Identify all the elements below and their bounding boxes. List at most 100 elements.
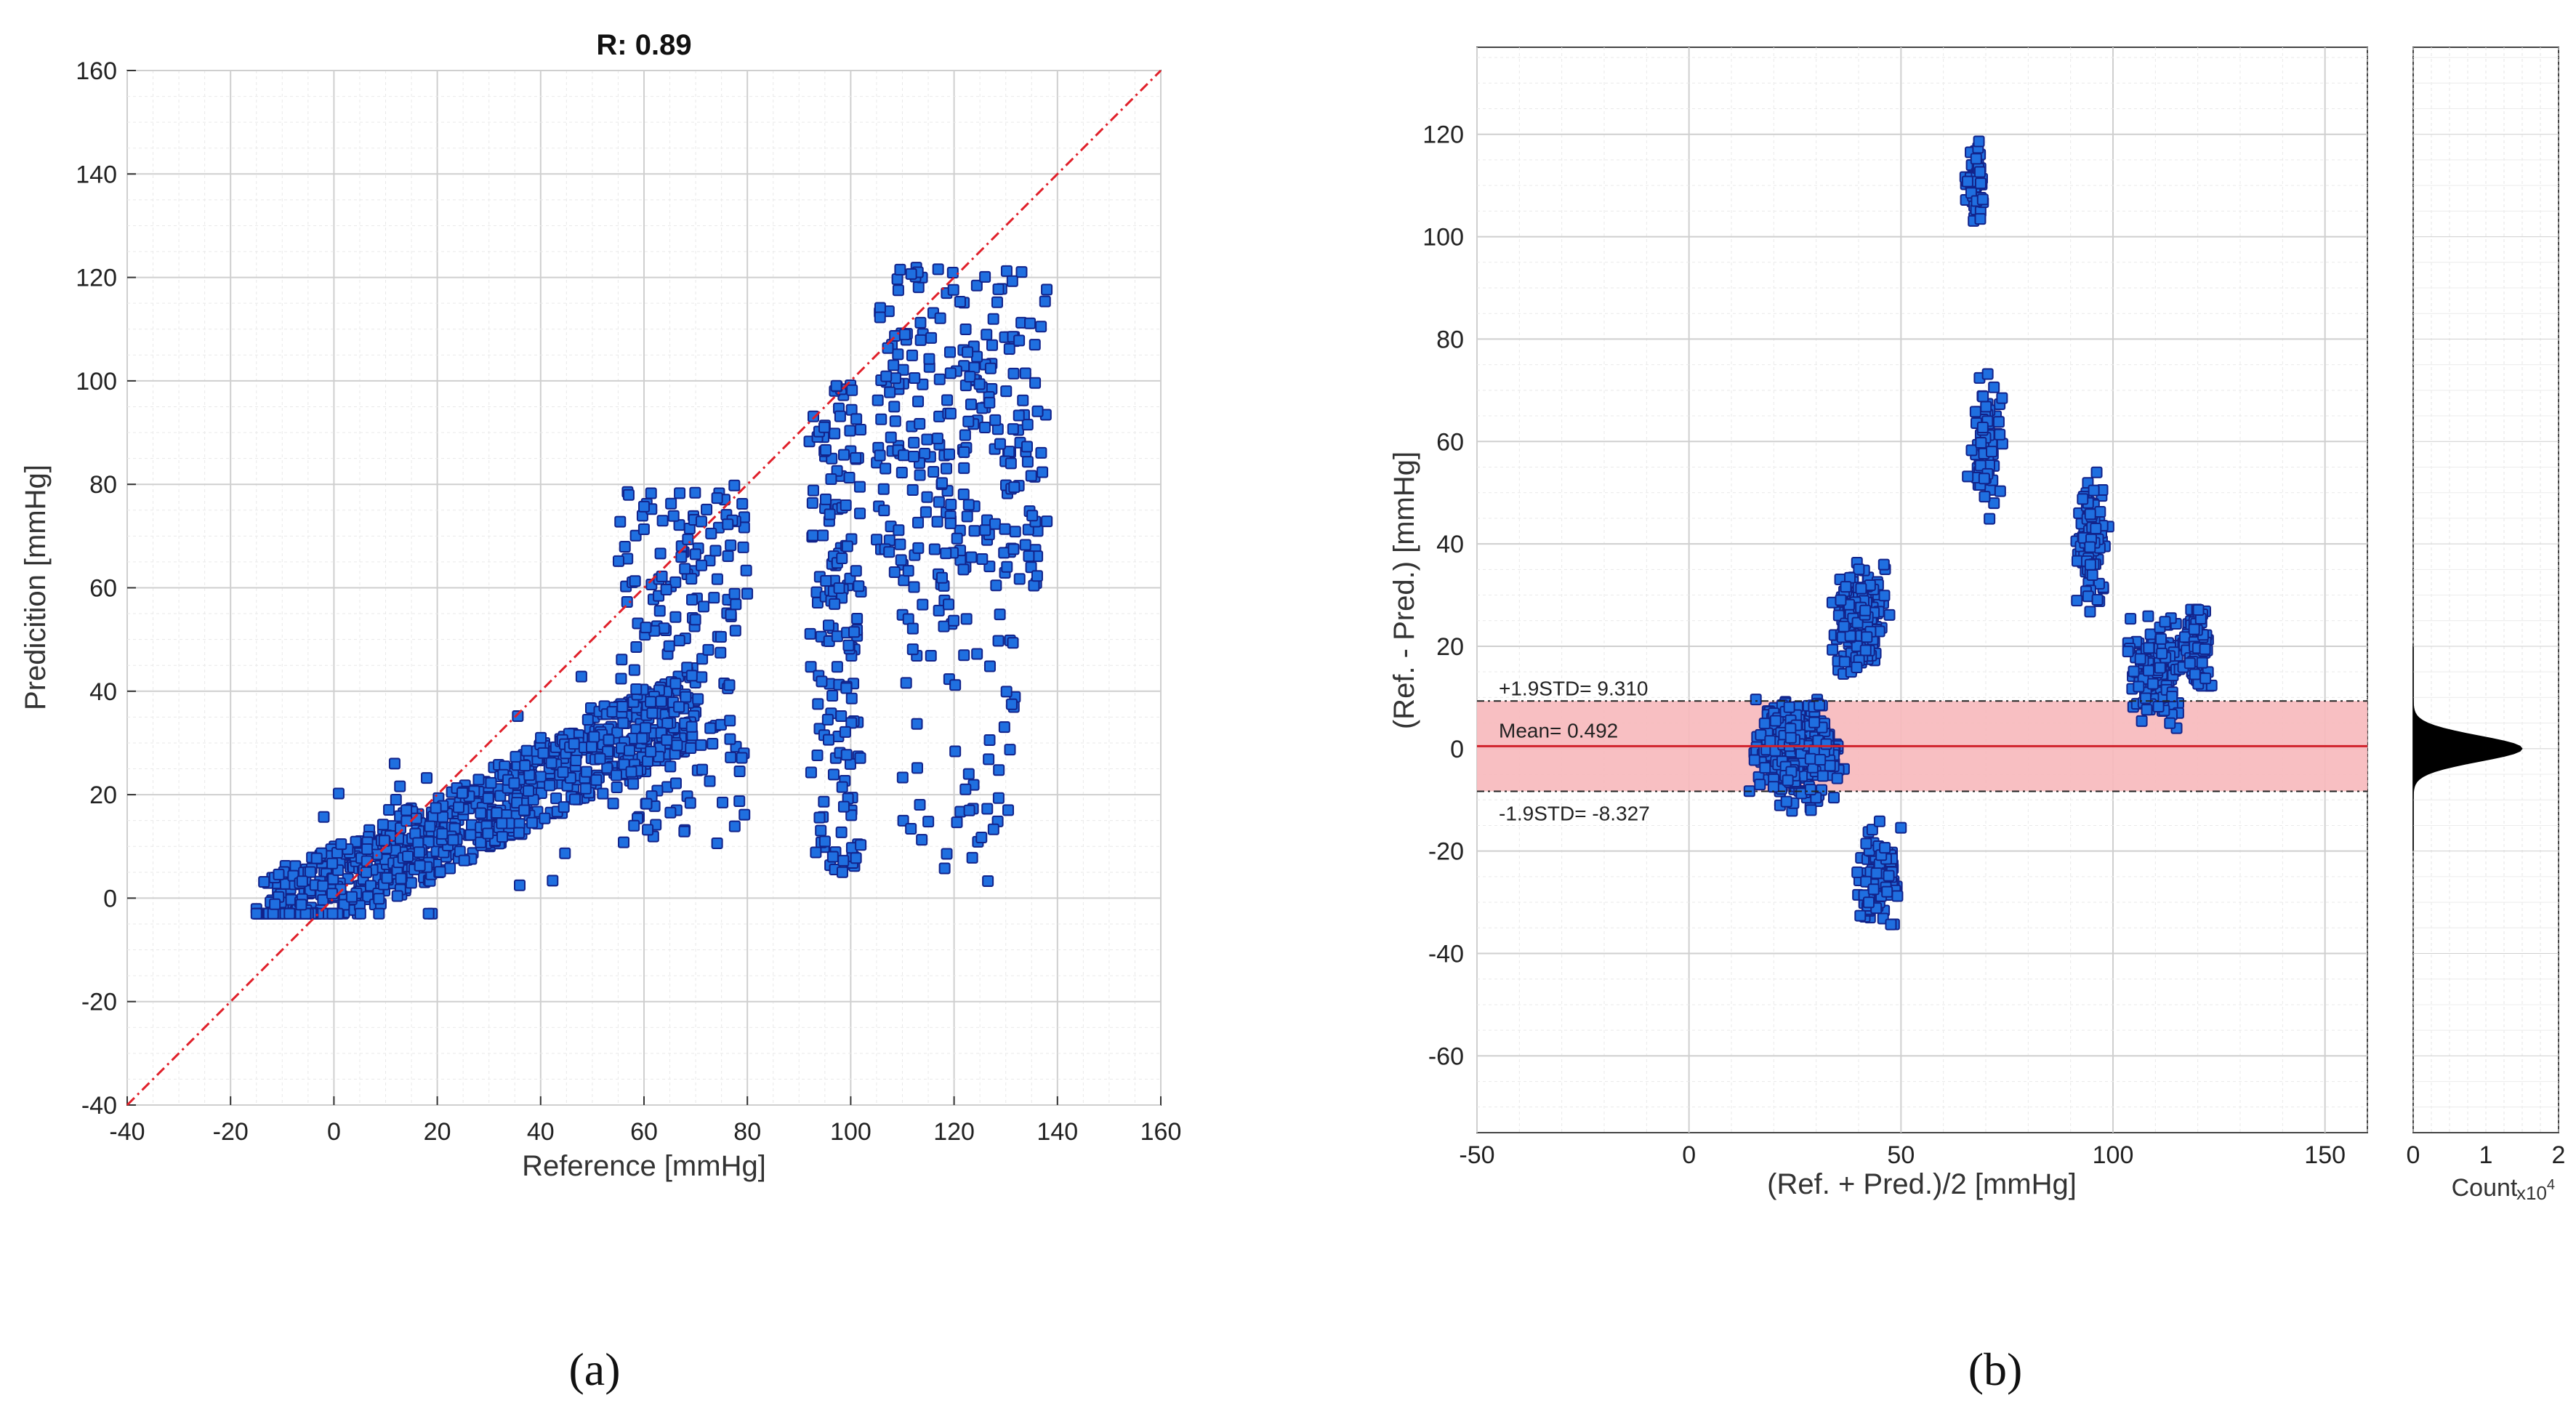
data-point	[2146, 678, 2159, 690]
data-point	[1000, 265, 1013, 277]
data-point	[1780, 795, 1792, 808]
data-point	[1969, 406, 1981, 418]
data-point	[335, 838, 347, 851]
data-point	[938, 862, 951, 875]
data-point	[851, 612, 864, 624]
data-point	[640, 722, 652, 734]
data-point	[373, 893, 385, 905]
data-point	[740, 564, 752, 577]
data-point	[401, 804, 413, 816]
data-point	[1019, 367, 1031, 379]
data-point	[815, 824, 827, 837]
data-point	[949, 745, 962, 758]
exponent-base: x10	[2516, 1182, 2547, 1204]
data-point	[965, 551, 978, 563]
data-point	[850, 452, 862, 465]
scatter-panel-a: -40 -20 0 20 40 60 80 100 120 140 160 -40 -20 0 20 40 60…	[20, 29, 1181, 1395]
data-point	[675, 551, 688, 563]
data-point	[1808, 716, 1821, 728]
data-point	[728, 479, 741, 491]
data-point	[1007, 543, 1020, 555]
data-point	[645, 696, 657, 708]
data-point	[1001, 561, 1013, 573]
data-point	[723, 679, 736, 691]
data-point	[1023, 550, 1035, 562]
data-point	[534, 771, 547, 783]
x-tick-label: 50	[1887, 1141, 1915, 1169]
data-point	[728, 587, 741, 600]
data-point	[1029, 377, 1042, 389]
data-point	[708, 592, 720, 604]
data-point	[696, 559, 708, 571]
data-point	[999, 523, 1011, 535]
data-point	[689, 548, 701, 561]
data-point	[1885, 918, 1897, 931]
data-point	[1973, 135, 1985, 148]
data-point	[738, 808, 751, 821]
data-point	[894, 538, 906, 550]
data-point	[978, 421, 991, 433]
data-point	[1804, 752, 1816, 765]
histogram-x-tick-label: 2	[2552, 1141, 2566, 1169]
data-point	[845, 692, 858, 704]
data-point	[819, 444, 832, 457]
data-point	[923, 353, 935, 365]
data-point	[2084, 558, 2096, 571]
data-point	[2077, 493, 2089, 505]
data-point	[1851, 866, 1864, 878]
data-point	[695, 515, 707, 528]
data-point	[627, 778, 640, 790]
data-point	[544, 779, 556, 792]
y-tick-label: 20	[89, 782, 117, 809]
data-point	[361, 843, 374, 855]
data-point	[2084, 606, 2096, 618]
data-point	[317, 893, 329, 906]
data-point	[695, 739, 707, 751]
data-point	[831, 630, 843, 643]
data-point	[663, 640, 675, 652]
chart-title-a: R: 0.89	[596, 29, 691, 61]
data-point	[1005, 698, 1018, 710]
data-point	[908, 436, 920, 449]
data-point	[1835, 594, 1847, 606]
points-b	[1743, 135, 2218, 931]
y-tick-label: 0	[103, 885, 117, 912]
data-point	[853, 481, 866, 493]
data-point	[970, 279, 983, 292]
data-point	[1035, 446, 1047, 459]
data-point	[669, 777, 682, 790]
data-point	[1767, 781, 1779, 793]
data-point	[326, 857, 339, 869]
data-point	[394, 780, 406, 792]
data-point	[850, 565, 862, 577]
data-point	[911, 718, 923, 730]
data-point	[1028, 579, 1040, 592]
data-point	[701, 503, 713, 515]
data-point	[482, 827, 494, 840]
data-point	[318, 811, 330, 823]
data-point	[938, 620, 950, 632]
data-point	[981, 803, 994, 815]
data-point	[914, 799, 926, 811]
data-point	[711, 837, 723, 850]
data-point	[1769, 715, 1782, 727]
data-point	[2156, 647, 2168, 659]
data-point	[625, 766, 637, 778]
data-point	[377, 819, 389, 831]
data-point	[1996, 392, 2008, 404]
data-point	[304, 866, 316, 878]
data-point	[834, 410, 846, 422]
data-point	[736, 752, 748, 764]
data-point	[1970, 153, 1982, 165]
data-point	[520, 744, 533, 757]
lower-limit-label: -1.9STD= -8.327	[1499, 802, 1650, 824]
data-point	[1007, 637, 1019, 649]
data-point	[1031, 570, 1043, 582]
data-point	[1005, 457, 1017, 470]
data-point	[669, 678, 682, 690]
data-point	[816, 675, 828, 688]
data-point	[1037, 466, 1049, 478]
data-point	[638, 500, 651, 513]
data-point	[943, 346, 956, 358]
